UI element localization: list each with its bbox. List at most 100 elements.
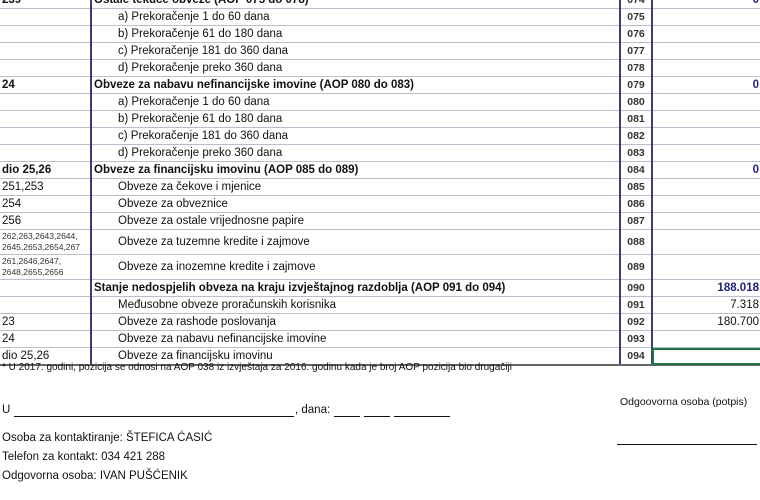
aop-cell: 087 xyxy=(619,212,653,230)
description-cell: d) Prekoračenje preko 360 dana xyxy=(90,144,620,162)
table-row: 239 Ostale tekuće obveze (AOP 075 do 078)… xyxy=(0,0,760,9)
aop-cell: 081 xyxy=(619,110,653,128)
table-row: 262,263,2643,2644, 2645,2653,2654,267 Obv… xyxy=(0,229,760,255)
aop-cell: 076 xyxy=(619,25,653,43)
account-code-cell xyxy=(0,8,91,26)
table-row: 23 Obveze za rashode poslovanja 092 180.700 xyxy=(0,313,760,331)
amount-cell[interactable] xyxy=(652,144,760,162)
aop-cell: 075 xyxy=(619,8,653,26)
aop-cell: 085 xyxy=(619,178,653,196)
aop-cell: 080 xyxy=(619,93,653,111)
table-row: 24 Obveze za nabavu nefinancijske imovine… xyxy=(0,76,760,94)
amount-cell[interactable]: 7.318 xyxy=(652,296,760,314)
table-row: 254 Obveze za obveznice 086 xyxy=(0,195,760,213)
description-cell: c) Prekoračenje 181 do 360 dana xyxy=(90,42,620,60)
contact-phone: Telefon za kontakt: 034 421 288 xyxy=(2,451,166,463)
table-row: c) Prekoračenje 181 do 360 dana 082 xyxy=(0,127,760,145)
description-cell: b) Prekoračenje 61 do 180 dana xyxy=(90,110,620,128)
account-code-cell xyxy=(0,144,91,162)
aop-cell: 083 xyxy=(619,144,653,162)
description-cell: d) Prekoračenje preko 360 dana xyxy=(90,59,620,77)
account-code-cell: 256 xyxy=(0,212,91,230)
account-code-cell: dio 25,26 xyxy=(0,161,91,179)
amount-cell[interactable] xyxy=(652,42,760,60)
description-cell: b) Prekoračenje 61 do 180 dana xyxy=(90,25,620,43)
aop-cell: 079 xyxy=(619,76,653,94)
table-row: a) Prekoračenje 1 do 60 dana 080 xyxy=(0,93,760,111)
account-code-cell xyxy=(0,42,91,60)
description-cell: Obveze za obveznice xyxy=(90,195,620,213)
amount-cell[interactable] xyxy=(652,59,760,77)
aop-cell: 090 xyxy=(619,279,653,297)
responsible-person: Odgovorna osoba: IVAN PUŠĆENIK xyxy=(2,470,188,482)
amount-cell[interactable]: 188.018 xyxy=(652,279,760,297)
description-cell: Obveze za ostale vrijednosne papire xyxy=(90,212,620,230)
table-row: b) Prekoračenje 61 do 180 dana 081 xyxy=(0,110,760,128)
aop-cell: 086 xyxy=(619,195,653,213)
amount-cell[interactable] xyxy=(652,254,760,280)
aop-cell: 091 xyxy=(619,296,653,314)
account-code-cell: 23 xyxy=(0,313,91,331)
place-prefix: U xyxy=(2,404,11,416)
signature-line xyxy=(617,430,757,445)
footnote: * U 2017. godini, pozicija se odnosi na … xyxy=(2,362,512,373)
account-code-cell: dio 25,26 xyxy=(0,347,91,366)
account-code-cell: 251,253 xyxy=(0,178,91,196)
description-cell: c) Prekoračenje 181 do 360 dana xyxy=(90,127,620,145)
amount-cell[interactable]: 0 xyxy=(652,161,760,179)
account-code-cell xyxy=(0,93,91,111)
account-code-cell xyxy=(0,110,91,128)
account-code-cell: 261,2646,2647, 2648,2655,2656 xyxy=(0,254,91,280)
amount-cell[interactable] xyxy=(652,195,760,213)
amount-cell[interactable]: 180.700 xyxy=(652,313,760,331)
signature-label: Odgoovorna osoba (potpis) xyxy=(620,396,748,408)
description-cell: a) Prekoračenje 1 do 60 dana xyxy=(90,93,620,111)
obligations-table: 239 Ostale tekuće obveze (AOP 075 do 078)… xyxy=(0,0,760,366)
account-code-cell: 239 xyxy=(0,0,91,9)
place-field[interactable] xyxy=(14,403,294,417)
aop-cell: 089 xyxy=(619,254,653,280)
table-row: b) Prekoračenje 61 do 180 dana 076 xyxy=(0,25,760,43)
date-year-field[interactable] xyxy=(394,403,450,417)
description-cell: Međusobne obveze proračunskih korisnika xyxy=(90,296,620,314)
aop-cell: 077 xyxy=(619,42,653,60)
date-month-field[interactable] xyxy=(364,403,390,417)
description-cell: Obveze za nabavu nefinancijske imovine (… xyxy=(90,76,620,94)
amount-cell[interactable]: 0 xyxy=(652,0,760,9)
aop-cell: 092 xyxy=(619,313,653,331)
description-cell: Ostale tekuće obveze (AOP 075 do 078) xyxy=(90,0,620,9)
table-row: dio 25,26 Obveze za financijsku imovinu (… xyxy=(0,161,760,179)
amount-cell[interactable] xyxy=(652,347,760,366)
account-code-cell: 262,263,2643,2644, 2645,2653,2654,267 xyxy=(0,229,91,255)
account-code-cell xyxy=(0,296,91,314)
aop-cell: 074 xyxy=(619,0,653,9)
aop-cell: 094 xyxy=(619,347,653,366)
description-cell: Obveze za inozemne kredite i zajmove xyxy=(90,254,620,280)
amount-cell[interactable] xyxy=(652,127,760,145)
aop-cell: 093 xyxy=(619,330,653,348)
aop-cell: 084 xyxy=(619,161,653,179)
amount-cell[interactable] xyxy=(652,93,760,111)
date-day-field[interactable] xyxy=(334,403,360,417)
amount-cell[interactable] xyxy=(652,25,760,43)
account-code-cell xyxy=(0,127,91,145)
table-row: d) Prekoračenje preko 360 dana 083 xyxy=(0,144,760,162)
amount-cell[interactable] xyxy=(652,330,760,348)
table-row: d) Prekoračenje preko 360 dana 078 xyxy=(0,59,760,77)
amount-cell[interactable] xyxy=(652,110,760,128)
table-row: a) Prekoračenje 1 do 60 dana 075 xyxy=(0,8,760,26)
description-cell: Obveze za tuzemne kredite i zajmove xyxy=(90,229,620,255)
aop-cell: 088 xyxy=(619,229,653,255)
description-cell: Obveze za nabavu nefinancijske imovine xyxy=(90,330,620,348)
amount-cell[interactable] xyxy=(652,178,760,196)
account-code-cell: 254 xyxy=(0,195,91,213)
description-cell: Obveze za čekove i mjenice xyxy=(90,178,620,196)
date-label: , dana: xyxy=(295,404,331,416)
aop-cell: 078 xyxy=(619,59,653,77)
amount-cell[interactable] xyxy=(652,229,760,255)
amount-cell[interactable] xyxy=(652,8,760,26)
amount-cell[interactable] xyxy=(652,212,760,230)
table-row: dio 25,26 Obveze za financijsku imovinu 09… xyxy=(0,347,760,366)
table-row: 256 Obveze za ostale vrijednosne papire 08… xyxy=(0,212,760,230)
amount-cell[interactable]: 0 xyxy=(652,76,760,94)
